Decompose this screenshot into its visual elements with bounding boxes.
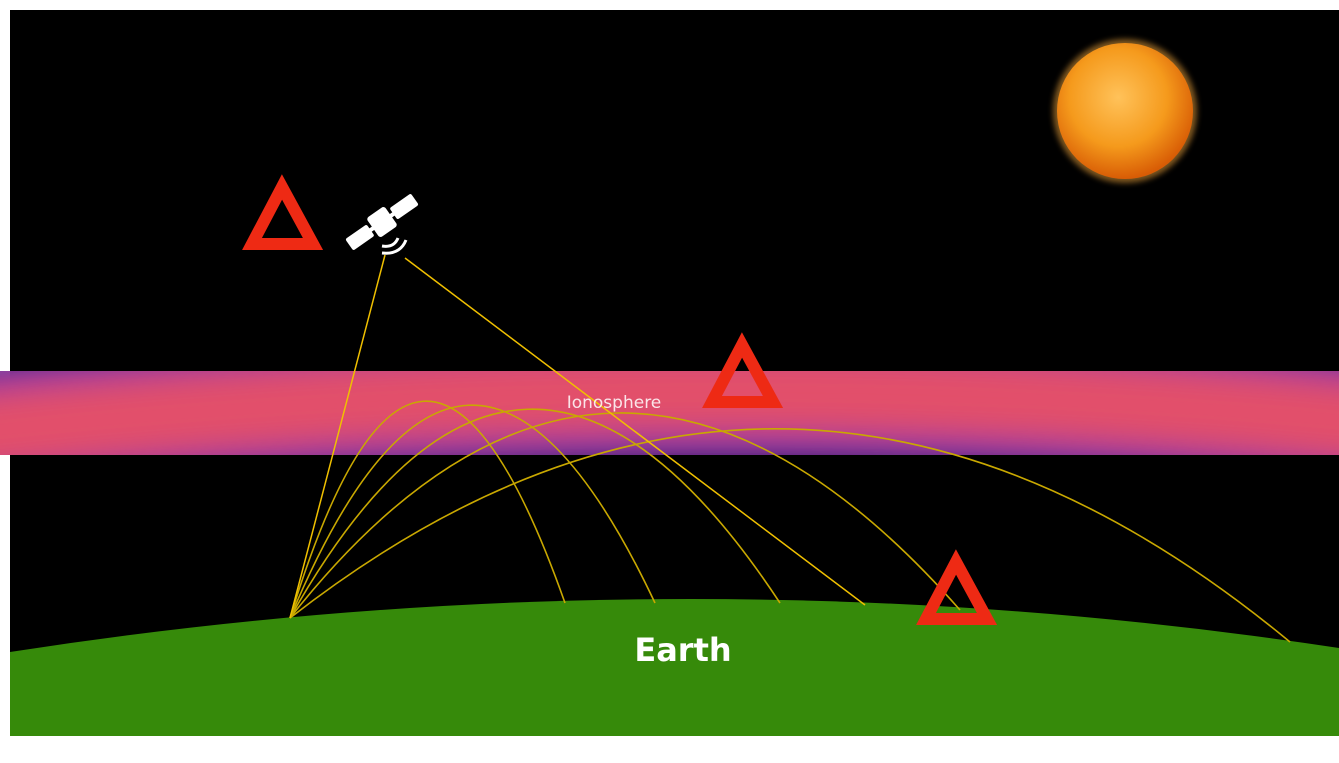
signal-paths xyxy=(289,400,1291,643)
satellite-icon xyxy=(346,194,418,250)
signal-icon xyxy=(381,237,408,255)
satellite-link xyxy=(404,257,866,606)
satellite-link xyxy=(289,254,386,619)
ionosphere-label: Ionosphere xyxy=(567,393,662,413)
delta-markers xyxy=(242,174,998,625)
sun xyxy=(1053,39,1197,183)
ionosphere-band xyxy=(0,317,1339,506)
earth-label: Earth xyxy=(634,631,731,669)
earth-surface xyxy=(10,598,1339,736)
